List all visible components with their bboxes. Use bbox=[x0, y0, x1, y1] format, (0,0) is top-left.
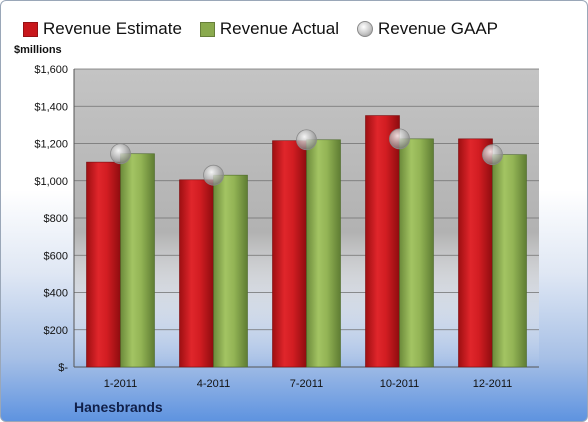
bar-revenue-actual bbox=[213, 174, 248, 368]
y-tick-label: $400 bbox=[44, 288, 68, 300]
y-tick-label: $800 bbox=[44, 213, 68, 225]
legend-label-revenue-gaap: Revenue GAAP bbox=[378, 19, 499, 38]
y-axis-units-label: $millions bbox=[14, 44, 62, 56]
legend-item-revenue-gaap: Revenue GAAP bbox=[357, 19, 498, 39]
company-name: Hanesbrands bbox=[74, 399, 163, 415]
legend-item-revenue-actual: Revenue Actual bbox=[199, 19, 339, 39]
legend-label-revenue-actual: Revenue Actual bbox=[219, 19, 339, 38]
marker-revenue-gaap bbox=[203, 164, 224, 186]
marker-revenue-gaap bbox=[389, 128, 410, 150]
y-tick-label: $- bbox=[58, 362, 68, 374]
bar-revenue-actual bbox=[120, 153, 155, 368]
x-tick-label: 10-2011 bbox=[380, 378, 420, 390]
bar-revenue-estimate bbox=[86, 161, 121, 368]
marker-revenue-gaap bbox=[296, 129, 317, 151]
bar-revenue-actual bbox=[492, 154, 527, 368]
y-tick-label: $1,200 bbox=[34, 139, 68, 151]
bar-revenue-actual bbox=[306, 139, 341, 368]
legend-label-revenue-estimate: Revenue Estimate bbox=[43, 19, 182, 38]
bar-revenue-estimate bbox=[365, 115, 400, 368]
marker-revenue-gaap bbox=[482, 144, 503, 166]
x-tick-label: 7-2011 bbox=[290, 378, 323, 390]
y-tick-label: $1,400 bbox=[34, 101, 68, 113]
x-tick-label: 4-2011 bbox=[197, 378, 230, 390]
legend-swatch-revenue-estimate bbox=[23, 21, 38, 37]
x-tick-label: 12-2011 bbox=[473, 378, 513, 390]
bar-revenue-estimate bbox=[272, 140, 307, 368]
y-tick-label: $1,600 bbox=[34, 64, 68, 76]
chart-legend: Revenue Estimate Revenue Actual Revenue … bbox=[23, 18, 516, 40]
bar-revenue-estimate bbox=[458, 138, 493, 368]
legend-swatch-revenue-gaap bbox=[357, 21, 373, 37]
y-tick-label: $200 bbox=[44, 325, 68, 337]
legend-item-revenue-estimate: Revenue Estimate bbox=[23, 19, 182, 39]
y-tick-label: $600 bbox=[44, 250, 68, 262]
bar-revenue-actual bbox=[399, 138, 434, 368]
x-tick-label: 1-2011 bbox=[104, 378, 137, 390]
legend-swatch-revenue-actual bbox=[199, 21, 215, 37]
bar-revenue-estimate bbox=[179, 179, 214, 368]
y-tick-label: $1,000 bbox=[34, 176, 68, 188]
marker-revenue-gaap bbox=[110, 143, 131, 165]
